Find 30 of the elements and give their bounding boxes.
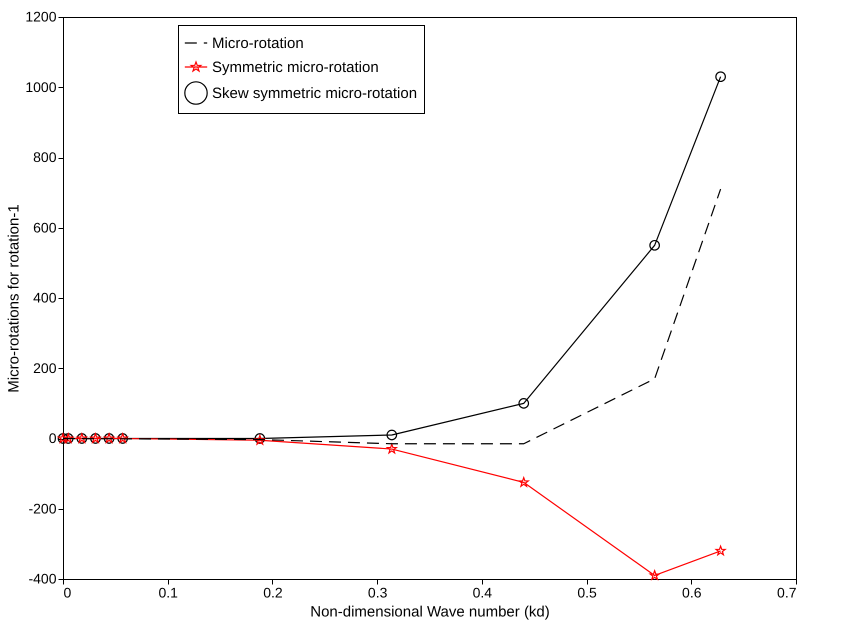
y-tick-label: 200	[33, 360, 57, 376]
point	[650, 570, 660, 580]
y-tick-label: -200	[28, 500, 57, 516]
point	[386, 444, 397, 454]
point	[386, 430, 398, 440]
y-tick-label: -400	[28, 570, 57, 586]
point	[649, 240, 660, 251]
x-tick-label: 0.5	[577, 584, 598, 600]
legend-label: Symmetric micro-rotation	[212, 59, 379, 76]
point	[715, 71, 726, 82]
y-tick-label: 400	[33, 290, 57, 306]
y-tick-label: 600	[33, 219, 57, 236]
y-tick-label: 800	[33, 149, 57, 165]
x-tick-label: 0.3	[368, 584, 388, 600]
point	[518, 398, 530, 409]
x-tick-label: 0.2	[263, 584, 283, 600]
x-tick-label: 0.1	[158, 584, 178, 600]
legend-label: Skew symmetric micro-rotation	[212, 85, 418, 102]
x-tick-label: 0.7	[777, 584, 797, 600]
x-tick-label: 0.4	[472, 584, 492, 600]
point	[518, 477, 529, 487]
point	[716, 546, 726, 556]
x-axis-title: Non-dimensional Wave number (kd)	[310, 604, 550, 620]
y-tick-label: 1000	[25, 78, 57, 95]
x-tick-label: 0	[64, 584, 72, 600]
x-tick-label: 0.6	[682, 584, 702, 600]
legend-label: Micro-rotation	[212, 35, 304, 52]
y-tick-label: 1200	[25, 8, 57, 24]
y-tick-label: 0	[48, 430, 57, 446]
y-axis-title: Micro-rotations for rotation-1	[5, 204, 22, 393]
